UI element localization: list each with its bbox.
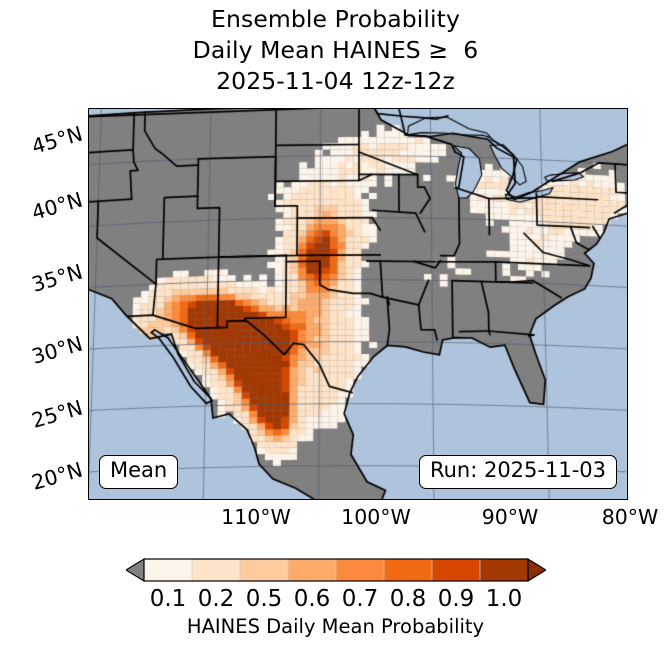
lat-tick-label-4: 25°N [29,395,86,433]
lat-tick-label-3: 30°N [29,331,86,369]
lon-tick-label-1: 100°W [341,505,411,529]
colorbar-tick-1: 0.2 [197,586,235,612]
title-line-1: Ensemble Probability [211,5,460,33]
lat-tick-label-0: 45°N [29,121,86,159]
lat-tick-label-5: 20°N [29,457,86,495]
colorbar-segment-2 [240,559,289,581]
colorbar-segment-5 [384,559,433,581]
ensemble-stat-badge: Mean [99,455,179,489]
colorbar-segment-0 [144,559,193,581]
colorbar: 0.1 0.2 0.5 0.6 0.7 0.8 0.9 1.0 HAINES Daily Me… [0,553,671,658]
title-line-3: 2025-11-04 12z-12z [216,67,455,95]
colorbar-over-arrow [527,558,546,582]
ensemble-stat-label: Mean [110,458,168,483]
model-run-label: Run: 2025-11-03 [429,458,606,483]
colorbar-tick-3: 0.6 [293,586,331,612]
colorbar-tick-4: 0.7 [341,586,379,612]
model-run-badge: Run: 2025-11-03 [418,455,617,489]
colorbar-outline [143,558,529,582]
map-plot-area[interactable]: Mean Run: 2025-11-03 [88,108,628,500]
colorbar-tick-labels: 0.1 0.2 0.5 0.6 0.7 0.8 0.9 1.0 [0,586,671,616]
colorbar-tick-0: 0.1 [149,586,187,612]
lon-tick-label-0: 110°W [221,505,291,529]
colorbar-under-arrow [126,558,145,582]
lat-tick-label-2: 35°N [29,259,86,297]
colorbar-segment-3 [288,559,337,581]
colorbar-tick-6: 0.9 [437,586,475,612]
probability-heatmap-canvas [89,109,627,499]
chart-title-block: Ensemble Probability Daily Mean HAINES ≥… [0,4,671,97]
colorbar-tick-2: 0.5 [245,586,283,612]
lon-tick-label-2: 90°W [481,505,539,529]
title-line-2: Daily Mean HAINES ≥ 6 [192,36,479,64]
colorbar-gradient [126,558,546,582]
colorbar-segment-7 [480,559,529,581]
colorbar-axis-label: HAINES Daily Mean Probability [186,615,485,638]
colorbar-tick-7: 1.0 [485,586,523,612]
colorbar-segment-4 [336,559,385,581]
lat-tick-label-1: 40°N [29,187,86,225]
lon-tick-label-3: 80°W [601,505,659,529]
colorbar-segment-6 [432,559,481,581]
colorbar-tick-5: 0.8 [389,586,427,612]
colorbar-segment-1 [192,559,241,581]
